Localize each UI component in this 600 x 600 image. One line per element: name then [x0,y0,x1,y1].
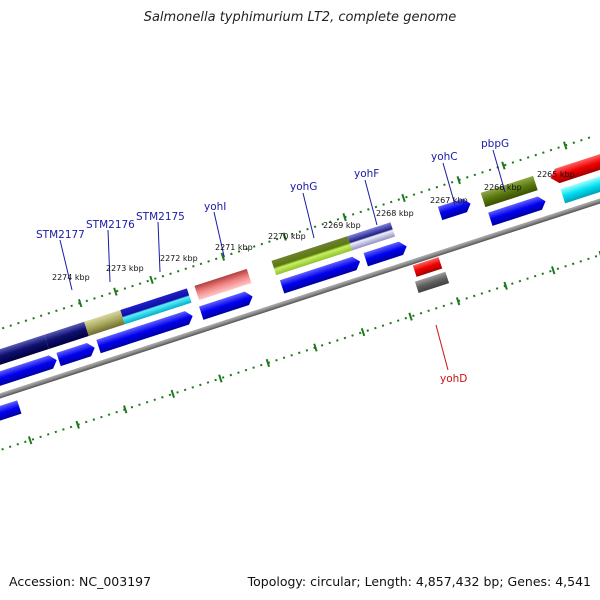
scale-label-group: 2274 kbp 2273 kbp 2272 kbp 2271 kbp 2270… [52,170,575,282]
upper-scale-ticks [78,141,568,308]
gene-arrow-3[interactable] [96,309,194,354]
gene-pbpG-box[interactable] [480,175,538,208]
scale-label: 2269 kbp [323,221,361,230]
gene-STM2177-box[interactable] [0,334,49,369]
gene-label-yohF[interactable]: yohF [354,168,379,180]
gene-arrow-5[interactable] [279,255,362,294]
gene-label-yohG[interactable]: yohG [290,181,317,193]
scale-label: 2273 kbp [106,264,144,273]
gene-label-yohC[interactable]: yohC [431,151,458,163]
gene-label-yohI[interactable]: yohI [204,201,226,213]
genome-backbone [0,184,600,413]
genome-summary-text: Topology: circular; Length: 4,857,432 bp… [247,574,591,589]
gene-arrow-6[interactable] [363,240,409,267]
scale-label: 2274 kbp [52,273,90,282]
map-title: Salmonella typhimurium LT2, complete gen… [143,10,457,25]
scale-label: 2270 kbp [268,232,306,241]
label-leader-yohD [435,324,449,371]
gene-cyan-box[interactable] [560,170,600,204]
scale-label: 2265 kbp [537,170,575,179]
gene-arrow-reverse-left[interactable] [0,400,22,431]
accession-text: Accession: NC_003197 [9,574,152,589]
gene-yohG-box[interactable] [271,236,353,276]
gene-label-group: STM2177 STM2176 STM2175 yohI yohG yohF y… [36,138,509,385]
lower-scale-ticks [27,250,600,445]
gene-arrow-2[interactable] [56,341,96,367]
gene-label-STM2175[interactable]: STM2175 [136,211,185,223]
scale-label: 2267 kbp [430,196,468,205]
gene-yohD-gray[interactable] [414,271,450,293]
gene-STM2176-box[interactable] [44,321,89,350]
gene-arrow-pbpG[interactable] [488,195,547,226]
forward-track-upper [0,151,600,369]
scale-label: 2266 kbp [484,183,522,192]
gene-label-STM2177[interactable]: STM2177 [36,229,85,241]
scale-label: 2268 kbp [376,209,414,218]
gene-STM2175-box[interactable] [120,288,192,325]
label-leaders [59,149,506,291]
gene-yohD-red[interactable] [412,257,443,277]
gene-yohF-box[interactable] [347,222,396,251]
gene-yohI-box[interactable] [194,268,252,301]
gene-red-arrow-right[interactable] [548,151,600,185]
scale-label: 2272 kbp [160,254,198,263]
gene-label-pbpG[interactable]: pbpG [481,138,509,150]
gene-arrow-1[interactable] [0,353,59,392]
gene-arrow-4[interactable] [199,290,255,320]
scale-label: 2271 kbp [215,243,253,252]
gene-arrow-yohC[interactable] [437,197,473,221]
forward-track-arrows [0,170,600,392]
gene-label-STM2176[interactable]: STM2176 [86,219,135,231]
gene-khaki-box[interactable] [84,310,125,337]
gene-label-yohD[interactable]: yohD [440,373,467,385]
reverse-track [0,257,450,431]
